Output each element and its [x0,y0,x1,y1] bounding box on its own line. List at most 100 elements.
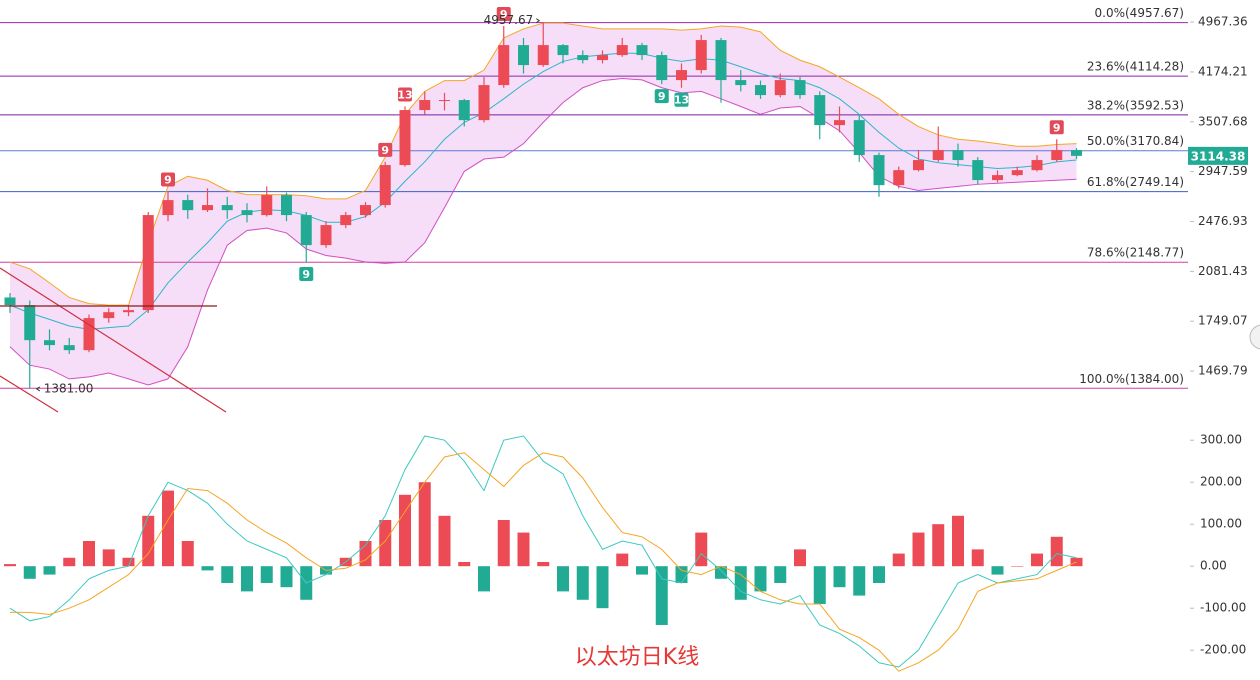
macd-bar [1050,536,1063,567]
scroll-button[interactable] [1249,324,1260,350]
fib-label: 23.6%(4114.28) [1087,60,1184,74]
candle-body [24,305,36,341]
candle-body [123,310,134,313]
macd-bar [280,566,293,588]
candle-body [202,205,213,211]
macd-bar [418,482,431,567]
macd-bar [636,566,648,575]
macd-bar [616,553,629,567]
candle-body [893,170,905,186]
td-count: 9 [1053,121,1061,134]
candle-body [261,195,273,216]
macd-bar [813,566,826,604]
candle-body [419,100,431,111]
macd-bar [181,540,194,567]
candle-body [360,205,371,216]
candle-body [932,150,944,161]
y-tick-label: 200.00 [1200,475,1242,489]
candle-body [794,80,806,96]
fib-label: 100.0%(1384.00) [1079,372,1184,386]
candle-body [1051,150,1063,161]
candle-body [537,45,549,66]
candle-body [755,85,766,96]
td-count: 9 [164,174,172,187]
macd-bar [912,532,925,567]
macd-bar [774,566,787,583]
macd-bar [853,566,866,596]
fib-label: 78.6%(2148.77) [1087,246,1184,260]
dea-line [10,452,1077,672]
macd-bar [241,566,253,592]
candle-body [834,120,845,126]
td-count: 13 [397,88,412,101]
y-tick-label: 4174.21 [1198,64,1248,78]
candle-body [4,297,16,306]
pointer [535,18,541,24]
candle-body [557,45,569,56]
macd-bar [142,515,155,567]
macd-bar [596,566,609,609]
macd-bar [379,519,392,567]
macd-bar [43,566,56,575]
macd-bar [4,564,16,567]
candle-body [103,312,115,319]
macd-bar [655,566,668,625]
macd-bar [794,549,806,567]
candle-body [1031,160,1043,171]
candle-body [577,55,589,61]
candle-body [774,80,786,96]
macd-bar [23,566,36,579]
candle-body [439,100,450,102]
macd-bar [1031,553,1043,567]
macd-bar [102,549,115,567]
macd-bar [458,561,471,567]
macd-bar [734,566,747,600]
macd-bar [478,566,490,592]
td-count: 9 [500,8,508,21]
macd-bar [952,515,964,567]
td-badge [496,6,511,21]
last-price-label: 3114.38 [1191,149,1246,163]
td-badge [299,267,314,282]
candle-body [814,95,826,126]
macd-bar [260,566,273,583]
macd-bar [932,524,945,567]
fib-label: 50.0%(3170.84) [1087,134,1184,148]
candle-body [1071,150,1082,156]
y-tick-label: 1749.07 [1198,314,1248,328]
band-fill [10,23,1077,385]
candle-body [656,55,668,81]
td-count: 13 [674,94,689,107]
macd-bar [675,566,688,583]
fib-label: 38.2%(3592.53) [1087,98,1184,112]
macd-bar [83,540,95,567]
candle-body [300,215,312,246]
macd-bar [695,532,708,567]
candle-body [735,80,747,86]
td-count: 9 [302,268,310,281]
y-tick-label: 0.00 [1200,559,1227,573]
candle-body [1011,170,1023,176]
plot: 0.0%(4957.67) 23.6%(4114.28) 38.2%(3592.53… [0,6,1248,672]
candle-body [676,70,687,81]
candle-body [379,165,391,206]
y-tick-label: 1469.79 [1198,364,1248,378]
trend-line [0,267,227,413]
candle-body [320,225,332,246]
y-tick-label: 300.00 [1200,433,1242,447]
y-tick-label: -100.00 [1200,601,1246,615]
candle-body [913,160,924,171]
macd-bar [833,566,846,588]
y-tick-label: 3507.68 [1198,114,1248,128]
band-middle [9,52,1077,330]
high-label: 4957.67 [484,13,534,27]
td-badge [161,172,175,187]
macd-bar [438,515,451,567]
y-tick-label: 4967.36 [1198,15,1248,29]
candle-body [241,210,253,216]
macd-bar [122,557,135,567]
macd-bar [557,566,569,592]
candle-body [518,45,529,66]
macd-bar [221,566,234,583]
